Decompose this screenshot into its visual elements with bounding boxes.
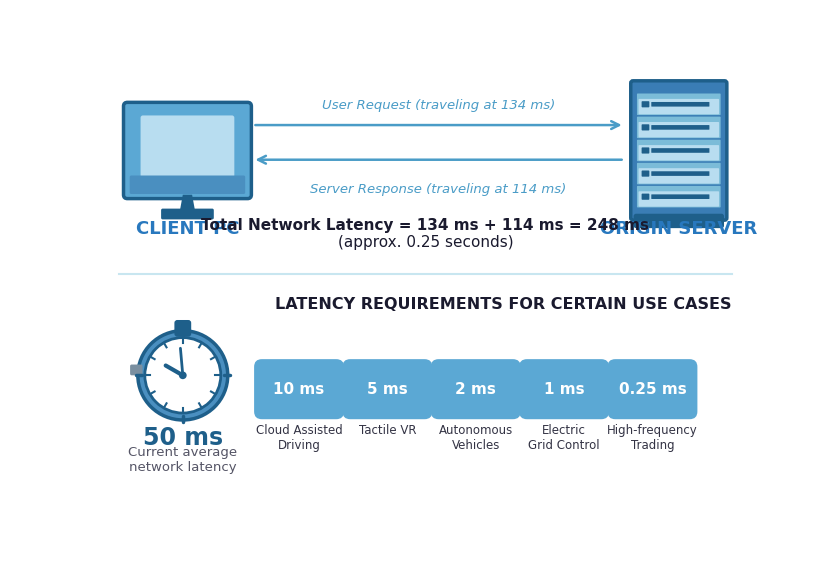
Text: 10 ms: 10 ms	[273, 381, 325, 397]
Text: Current average
network latency: Current average network latency	[129, 446, 237, 474]
Text: Cloud Assisted
Driving: Cloud Assisted Driving	[256, 424, 343, 452]
Text: 2 ms: 2 ms	[456, 381, 496, 397]
Text: 1 ms: 1 ms	[544, 381, 584, 397]
FancyBboxPatch shape	[637, 163, 720, 185]
FancyBboxPatch shape	[631, 81, 727, 220]
FancyBboxPatch shape	[637, 94, 720, 115]
FancyBboxPatch shape	[130, 365, 143, 375]
Circle shape	[144, 338, 221, 413]
FancyBboxPatch shape	[608, 359, 697, 419]
FancyBboxPatch shape	[635, 215, 723, 227]
FancyBboxPatch shape	[652, 194, 710, 199]
FancyBboxPatch shape	[343, 359, 432, 419]
FancyBboxPatch shape	[652, 102, 710, 107]
FancyBboxPatch shape	[638, 168, 719, 183]
FancyBboxPatch shape	[642, 101, 649, 107]
FancyBboxPatch shape	[519, 359, 609, 419]
Text: Server Response (traveling at 114 ms): Server Response (traveling at 114 ms)	[310, 183, 567, 196]
Text: User Request (traveling at 134 ms): User Request (traveling at 134 ms)	[322, 99, 555, 112]
Text: Tactile VR: Tactile VR	[359, 424, 416, 437]
FancyBboxPatch shape	[431, 359, 520, 419]
Text: 0.25 ms: 0.25 ms	[618, 381, 686, 397]
FancyBboxPatch shape	[637, 186, 720, 208]
FancyBboxPatch shape	[642, 148, 649, 154]
FancyBboxPatch shape	[124, 102, 251, 199]
FancyBboxPatch shape	[652, 171, 710, 176]
Circle shape	[138, 330, 227, 420]
FancyBboxPatch shape	[638, 99, 719, 114]
Text: LATENCY REQUIREMENTS FOR CERTAIN USE CASES: LATENCY REQUIREMENTS FOR CERTAIN USE CAS…	[275, 297, 731, 312]
FancyBboxPatch shape	[254, 359, 344, 419]
Polygon shape	[180, 195, 195, 211]
FancyBboxPatch shape	[642, 194, 649, 200]
FancyBboxPatch shape	[638, 122, 719, 137]
FancyBboxPatch shape	[175, 321, 190, 335]
Text: 5 ms: 5 ms	[367, 381, 408, 397]
FancyBboxPatch shape	[637, 140, 720, 161]
FancyBboxPatch shape	[129, 176, 245, 194]
FancyBboxPatch shape	[642, 125, 649, 131]
FancyBboxPatch shape	[638, 191, 719, 206]
FancyBboxPatch shape	[637, 117, 720, 138]
FancyBboxPatch shape	[638, 145, 719, 160]
Text: ORIGIN SERVER: ORIGIN SERVER	[600, 220, 758, 238]
Text: Total Network Latency = 134 ms + 114 ms = 248 ms: Total Network Latency = 134 ms + 114 ms …	[202, 218, 649, 233]
Text: 50 ms: 50 ms	[143, 426, 223, 450]
Text: Autonomous
Vehicles: Autonomous Vehicles	[438, 424, 513, 452]
Text: High-frequency
Trading: High-frequency Trading	[607, 424, 698, 452]
FancyBboxPatch shape	[652, 148, 710, 153]
Text: Electric
Grid Control: Electric Grid Control	[528, 424, 600, 452]
Text: CLIENT PC: CLIENT PC	[135, 220, 239, 238]
FancyBboxPatch shape	[161, 209, 214, 219]
FancyBboxPatch shape	[140, 116, 234, 178]
FancyBboxPatch shape	[652, 125, 710, 130]
FancyBboxPatch shape	[642, 171, 649, 177]
Text: (approx. 0.25 seconds): (approx. 0.25 seconds)	[338, 236, 513, 250]
Circle shape	[179, 371, 187, 379]
